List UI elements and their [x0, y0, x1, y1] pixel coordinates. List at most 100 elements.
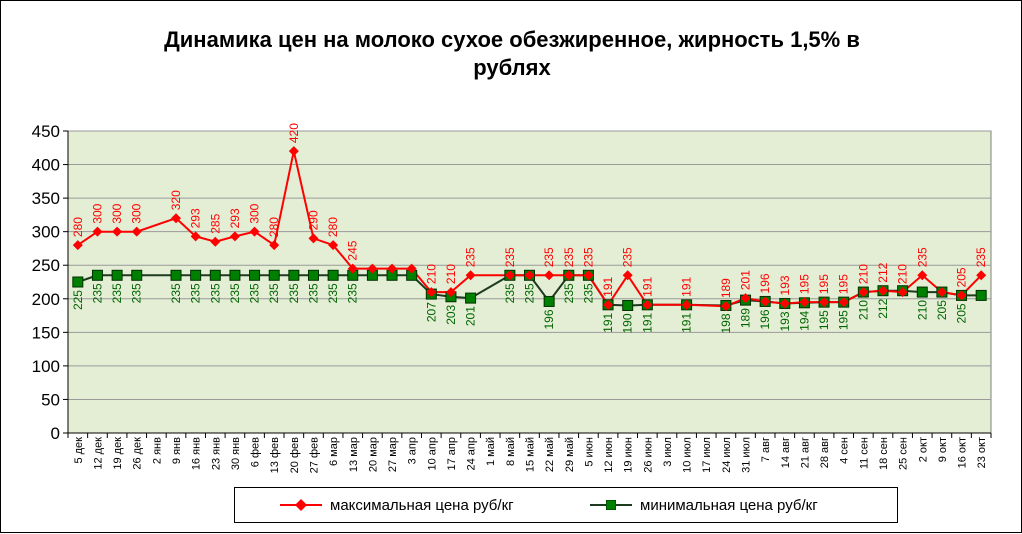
x-tick-label: 23 янв: [210, 437, 222, 470]
x-tick-label: 13 фев: [269, 437, 281, 473]
x-tick-label: 2 окт: [917, 437, 929, 462]
min-price-label: 205: [935, 300, 949, 320]
x-tick-label: 4 сен: [839, 437, 851, 464]
max-price-point: [740, 293, 751, 304]
x-tick-label: 8 май: [505, 437, 517, 466]
min-price-label: 235: [169, 283, 183, 303]
y-tick-label: 100: [32, 357, 60, 376]
min-price-label: 235: [503, 283, 517, 303]
min-price-label: 235: [287, 283, 301, 303]
max-price-label: 235: [974, 247, 988, 267]
min-price-label: 196: [542, 309, 556, 329]
x-tick-label: 28 авг: [819, 437, 831, 468]
max-price-label: 210: [856, 264, 870, 284]
max-price-label: 210: [424, 264, 438, 284]
max-price-point: [563, 270, 574, 281]
min-price-point: [131, 269, 143, 281]
min-price-point: [190, 269, 202, 281]
x-tick-label: 6 фев: [250, 437, 262, 467]
min-price-point: [170, 269, 182, 281]
max-price-label: 280: [71, 217, 85, 237]
max-price-point: [917, 270, 928, 281]
x-tick-label: 23 окт: [976, 437, 988, 468]
square-marker-icon: [606, 500, 616, 510]
max-price-point: [426, 287, 437, 298]
max-price-point: [347, 263, 358, 274]
max-price-label: 320: [169, 190, 183, 210]
max-price-point: [229, 231, 240, 242]
x-tick-label: 16 янв: [191, 437, 203, 470]
max-price-point: [799, 297, 810, 308]
min-price-label: 212: [876, 298, 890, 318]
max-price-label: 300: [110, 203, 124, 223]
min-price-label: 235: [326, 283, 340, 303]
max-price-label: 195: [797, 274, 811, 294]
max-price-label: 191: [601, 276, 615, 296]
min-price-label: 235: [562, 283, 576, 303]
max-price-label: 193: [778, 275, 792, 295]
min-price-point: [975, 289, 987, 301]
y-tick-label: 300: [32, 223, 60, 242]
legend-swatch-max: [280, 499, 322, 511]
max-price-point: [131, 226, 142, 237]
x-tick-label: 26 дек: [132, 437, 144, 470]
max-price-label: 293: [228, 208, 242, 228]
x-tick-label: 10 апр: [426, 437, 438, 470]
max-price-label: 290: [306, 210, 320, 230]
max-price-label: 235: [503, 247, 517, 267]
min-price-label: 235: [189, 283, 203, 303]
x-tick-label: 16 окт: [957, 437, 969, 468]
max-price-label: 210: [896, 264, 910, 284]
max-price-point: [877, 285, 888, 296]
x-tick-label: 31 июл: [741, 437, 753, 473]
min-price-label: 203: [444, 304, 458, 324]
max-price-label: 235: [464, 247, 478, 267]
x-tick-label: 30 янв: [230, 437, 242, 470]
max-price-label: 191: [640, 276, 654, 296]
max-price-label: 212: [876, 262, 890, 282]
x-tick-label: 27 фев: [308, 437, 320, 473]
min-price-label: 198: [719, 313, 733, 333]
max-price-point: [819, 297, 830, 308]
max-price-point: [171, 213, 182, 224]
y-tick-label: 350: [32, 189, 60, 208]
min-price-label: 191: [601, 313, 615, 333]
min-price-label: 193: [778, 311, 792, 331]
min-price-point: [268, 269, 280, 281]
max-price-point: [544, 270, 555, 281]
max-price-point: [936, 287, 947, 298]
x-tick-label: 27 мар: [387, 437, 399, 472]
min-price-point: [465, 292, 477, 304]
max-price-point: [622, 270, 633, 281]
x-tick-label: 3 апр: [407, 437, 419, 464]
max-price-point: [720, 301, 731, 312]
y-tick-label: 250: [32, 256, 60, 275]
x-tick-label: 2 янв: [151, 437, 163, 464]
max-price-label: 280: [267, 217, 281, 237]
min-price-label: 235: [248, 283, 262, 303]
min-price-point: [288, 269, 300, 281]
min-price-label: 235: [523, 283, 537, 303]
min-price-point: [72, 276, 84, 288]
max-price-label: 235: [621, 247, 635, 267]
y-tick-label: 200: [32, 290, 60, 309]
min-price-label: 196: [758, 309, 772, 329]
min-price-label: 191: [640, 313, 654, 333]
x-tick-label: 17 апр: [446, 437, 458, 470]
max-price-point: [681, 299, 692, 310]
min-price-point: [622, 299, 634, 311]
min-price-label: 235: [110, 283, 124, 303]
x-tick-label: 20 мар: [367, 437, 379, 472]
legend-item-min: минимальная цена руб/кг: [590, 488, 818, 522]
max-price-point: [112, 226, 123, 237]
max-price-label: 195: [817, 274, 831, 294]
max-price-label: 285: [208, 213, 222, 233]
max-price-point: [858, 287, 869, 298]
min-price-label: 235: [267, 283, 281, 303]
max-price-point: [504, 270, 515, 281]
legend-label-min: минимальная цена руб/кг: [640, 496, 818, 514]
diamond-marker-icon: [295, 499, 307, 511]
x-tick-label: 15 май: [525, 437, 537, 472]
min-price-label: 235: [346, 283, 360, 303]
